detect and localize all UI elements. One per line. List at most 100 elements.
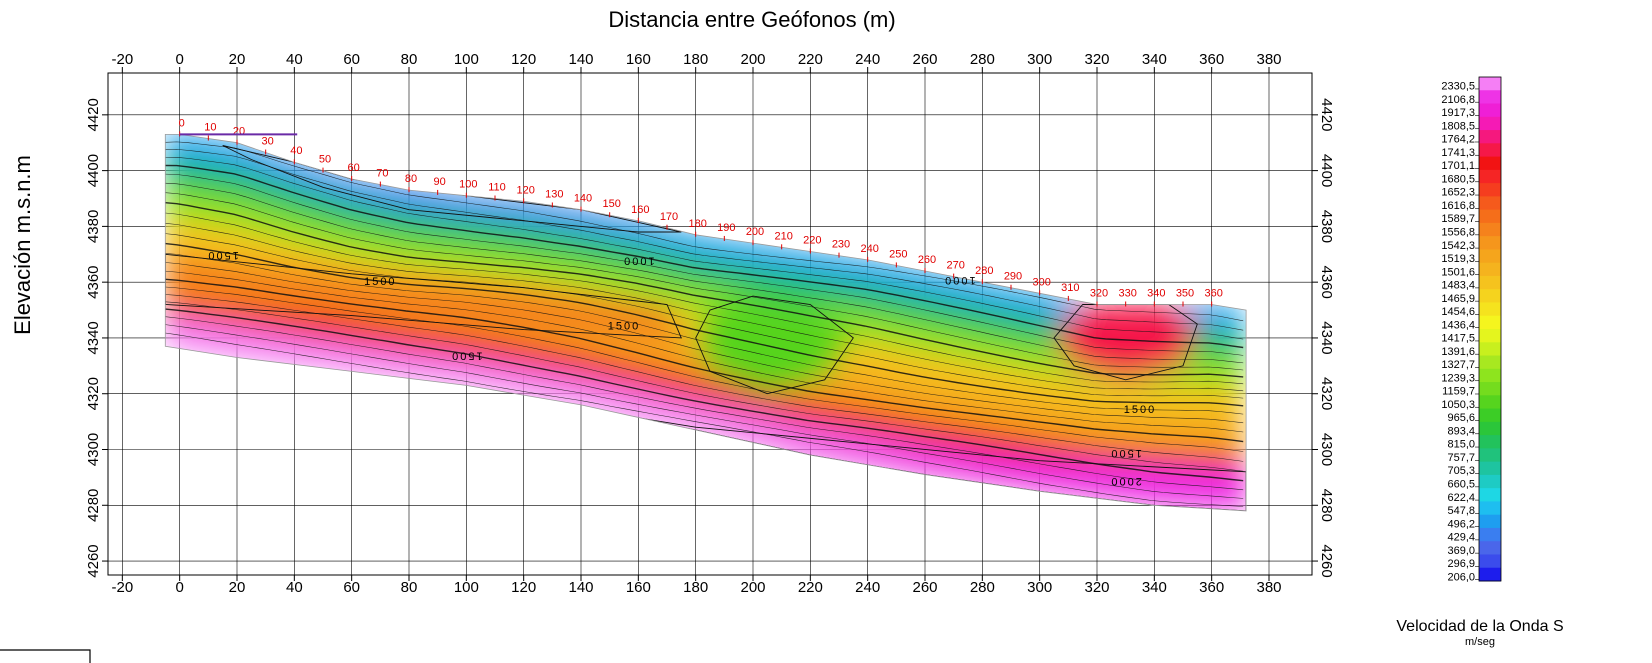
contour-line [165, 286, 1244, 452]
colorbar-swatch [1479, 461, 1501, 476]
colorbar-label: 1454,6 [1441, 306, 1475, 318]
geophone-label: 30 [262, 135, 274, 147]
anomaly-contour [695, 295, 854, 395]
geophone-label: 240 [860, 243, 878, 255]
geophone-label: 260 [918, 254, 936, 266]
tick-label-y-left: 4340 [85, 321, 102, 354]
geophone-label: 170 [660, 211, 678, 223]
axis-ticks: -20-200020204040606080801001001201201401… [85, 51, 1335, 596]
geophone-label: 350 [1176, 287, 1194, 299]
contour-line [165, 262, 1244, 424]
contour-line [165, 324, 1244, 499]
tick-label-y-left: 4380 [85, 210, 102, 243]
colorbar-swatch [1479, 355, 1501, 370]
colorbar-label: 1589,7 [1441, 213, 1475, 225]
colorbar-frame [1478, 76, 1502, 582]
geophone-label: 230 [832, 239, 850, 251]
colorbar-label: 496,2 [1447, 518, 1475, 530]
colorbar-swatch [1479, 116, 1501, 131]
colorbar-swatch [1479, 315, 1501, 330]
geophone-label: 250 [889, 248, 907, 260]
tick-label-y-right: 4420 [1318, 98, 1335, 131]
tick-label-y-right: 4360 [1318, 265, 1335, 298]
colorbar-label: 660,5 [1447, 478, 1475, 490]
colorbar-swatch [1479, 382, 1501, 396]
contour-line [165, 294, 1244, 462]
velocity-anomaly [222, 145, 682, 232]
geophone-label: 310 [1061, 282, 1079, 294]
tick-label-y-left: 4260 [85, 544, 102, 577]
colorbar-label: 1917,3 [1441, 107, 1475, 119]
colorbar-swatch [1479, 77, 1501, 91]
geophone-label: 280 [975, 265, 993, 277]
tick-label-x-top: 80 [401, 51, 418, 68]
colorbar-label: 1159,7 [1442, 386, 1475, 398]
tick-label-x-top: 200 [740, 51, 765, 68]
geophone-label: 100 [459, 179, 477, 191]
colorbar-label: 757,7 [1447, 452, 1475, 464]
tick-label-x-top: 180 [683, 51, 708, 68]
contour-line [165, 242, 1244, 407]
tick-label-x-top: -20 [111, 51, 133, 68]
contour-label: 1500 [1124, 404, 1156, 416]
tick-label-x-top: 260 [912, 51, 937, 68]
colorbar-swatch [1479, 514, 1501, 529]
contour-line [165, 141, 1244, 322]
tick-label-x-bottom: 240 [855, 579, 880, 596]
geophone-label: 80 [405, 173, 417, 185]
geophone-label: 190 [717, 222, 735, 234]
tick-label-y-right: 4320 [1318, 377, 1335, 410]
contour-line [165, 253, 1244, 415]
geophone-label: 50 [319, 154, 331, 166]
colorbar-swatch [1479, 183, 1501, 197]
colorbar-label: 622,4 [1447, 492, 1475, 504]
colorbar-title: Velocidad de la Onda S [1396, 618, 1563, 635]
geophone-label: 270 [946, 260, 964, 272]
colorbar-label: 1808,5 [1441, 120, 1475, 132]
contour-label: 1500 [364, 276, 396, 288]
colorbar-swatch [1479, 262, 1501, 277]
colorbar-swatch [1479, 488, 1501, 502]
tick-label-x-bottom: 140 [568, 579, 593, 596]
tick-label-x-bottom: 220 [798, 579, 823, 596]
contour-line [165, 223, 1244, 392]
tick-label-x-bottom: 200 [740, 579, 765, 596]
colorbar-label: 1741,3 [1441, 147, 1475, 159]
velocity-anomaly [1054, 304, 1198, 380]
colorbar-label: 1050,3 [1441, 399, 1475, 411]
geophone-label: 0 [179, 117, 185, 129]
contour-line [165, 202, 1244, 378]
tick-label-y-right: 4380 [1318, 210, 1335, 243]
colorbar-swatch [1479, 395, 1501, 410]
contour-line [165, 316, 1244, 491]
tick-label-x-top: 220 [798, 51, 823, 68]
colorbar-swatch [1479, 103, 1501, 118]
tick-label-x-top: 40 [286, 51, 303, 68]
geophone-label: 10 [204, 122, 216, 134]
tick-label-y-right: 4260 [1318, 544, 1335, 577]
plot-frame [107, 72, 1313, 576]
colorbar-swatch [1479, 169, 1501, 184]
tick-label-x-top: 320 [1084, 51, 1109, 68]
colorbar-swatch [1479, 435, 1501, 449]
contour-line [165, 149, 1244, 331]
colorbar-swatch [1479, 90, 1501, 105]
contour-line [165, 301, 1244, 472]
geophone-label: 320 [1090, 287, 1108, 299]
tick-label-x-top: 280 [970, 51, 995, 68]
geophone-label: 360 [1204, 287, 1222, 299]
geophone-label: 160 [631, 204, 649, 216]
colorbar-swatch [1479, 448, 1501, 463]
tick-label-x-top: 300 [1027, 51, 1052, 68]
geophone-label: 140 [574, 193, 592, 205]
tick-label-x-bottom: 20 [229, 579, 246, 596]
tick-label-x-top: 380 [1256, 51, 1281, 68]
contour-label: 1500 [206, 249, 238, 261]
colorbar-label: 1680,5 [1441, 173, 1475, 185]
tick-label-y-left: 4280 [85, 489, 102, 522]
geophone-label: 70 [376, 168, 388, 180]
colorbar-label: 1417,5 [1441, 333, 1475, 345]
colorbar-label: 369,0 [1447, 545, 1475, 557]
tick-label-y-right: 4300 [1318, 433, 1335, 466]
